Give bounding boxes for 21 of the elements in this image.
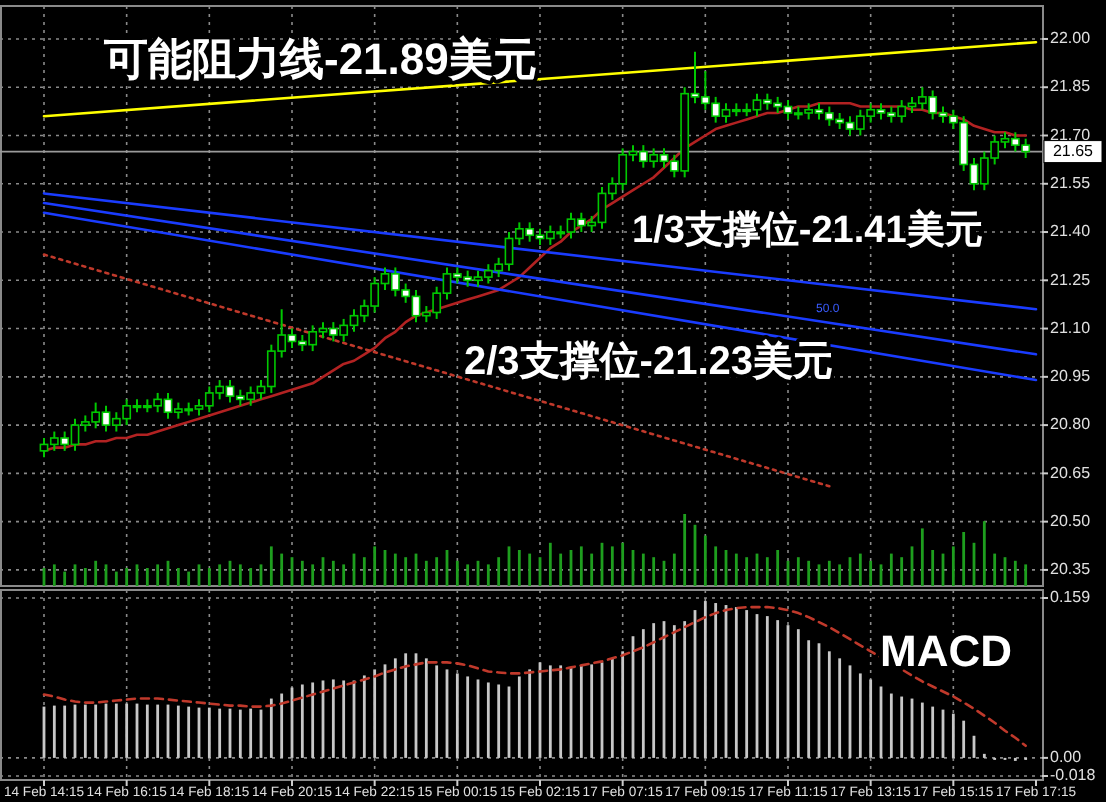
y-tick-label: 20.95	[1050, 367, 1092, 386]
y-tick-label: 21.70	[1050, 125, 1092, 144]
y-tick-label: -0.018	[1050, 766, 1097, 785]
y-tick-label: 21.25	[1050, 270, 1092, 289]
y-tick-label: 0.00	[1050, 748, 1083, 767]
annotation: MACD	[880, 626, 1012, 676]
y-tick-label: 22.00	[1050, 29, 1092, 48]
annotation: 可能阻力线-21.89美元	[102, 34, 537, 84]
y-tick-label: 0.159	[1050, 588, 1092, 607]
annotation: 2/3支撑位-21.23美元	[464, 338, 834, 384]
annotation: 1/3支撑位-21.41美元	[632, 208, 983, 252]
y-tick-label: 20.50	[1050, 511, 1092, 530]
y-tick-label: 21.10	[1050, 318, 1092, 337]
ref-line-label: 21.65	[1052, 141, 1095, 160]
y-tick-label: 20.65	[1050, 463, 1092, 482]
line-series	[42, 605, 1027, 748]
y-tick-label: 20.35	[1050, 560, 1092, 579]
y-tick-label: 21.40	[1050, 222, 1092, 241]
y-tick-label: 21.85	[1050, 77, 1092, 96]
y-tick-label: 20.80	[1050, 415, 1092, 434]
y-tick-label: 21.55	[1050, 173, 1092, 192]
